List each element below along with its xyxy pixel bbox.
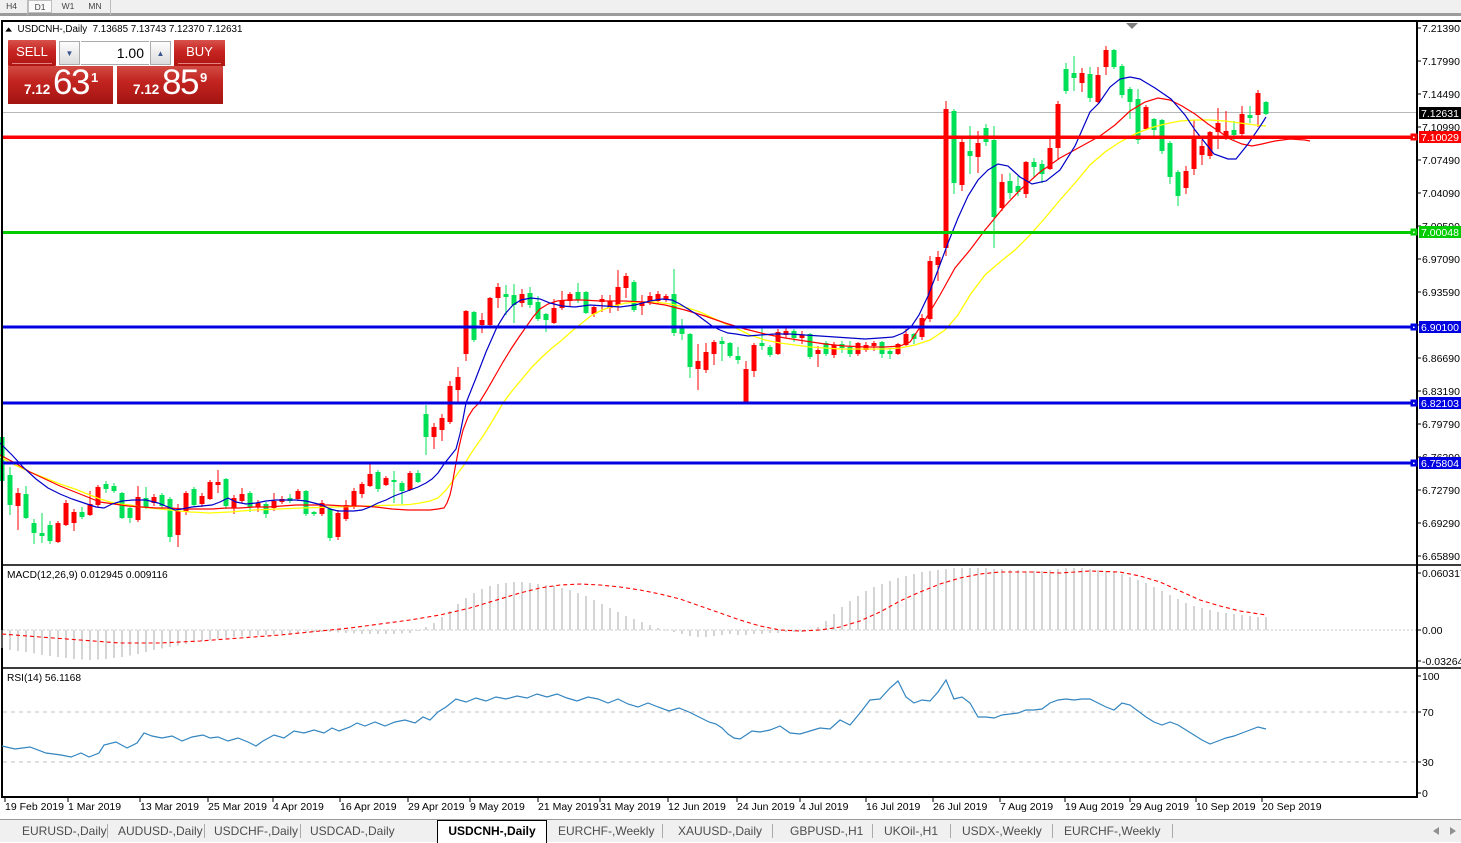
svg-text:4 Apr 2019: 4 Apr 2019 [273,801,324,813]
svg-text:6.97090: 6.97090 [1422,254,1460,266]
svg-text:7.07490: 7.07490 [1422,155,1460,167]
svg-text:7.14490: 7.14490 [1422,89,1460,101]
svg-text:19 Feb 2019: 19 Feb 2019 [5,801,64,813]
svg-text:12 Jun 2019: 12 Jun 2019 [668,801,726,813]
svg-text:1 Mar 2019: 1 Mar 2019 [68,801,121,813]
svg-text:0: 0 [1422,788,1428,800]
svg-text:6.69290: 6.69290 [1422,518,1460,530]
svg-text:6.86690: 6.86690 [1422,353,1460,365]
svg-text:30: 30 [1422,757,1434,769]
svg-text:6.79790: 6.79790 [1422,419,1460,431]
svg-text:16 Jul 2019: 16 Jul 2019 [866,801,920,813]
svg-text:31 May 2019: 31 May 2019 [600,801,661,813]
svg-text:6.83190: 6.83190 [1422,386,1460,398]
svg-text:0.060317: 0.060317 [1422,568,1461,580]
svg-text:10 Sep 2019: 10 Sep 2019 [1196,801,1256,813]
svg-text:7.04090: 7.04090 [1422,188,1460,200]
svg-text:100: 100 [1422,671,1440,683]
svg-text:6.75804: 6.75804 [1421,458,1459,470]
svg-text:7.17990: 7.17990 [1422,56,1460,68]
svg-text:7.00048: 7.00048 [1421,227,1459,239]
svg-text:29 Aug 2019: 29 Aug 2019 [1130,801,1189,813]
svg-text:9 May 2019: 9 May 2019 [470,801,525,813]
svg-text:13 Mar 2019: 13 Mar 2019 [140,801,199,813]
svg-text:6.65890: 6.65890 [1422,551,1460,563]
svg-text:20 Sep 2019: 20 Sep 2019 [1262,801,1322,813]
svg-text:26 Jul 2019: 26 Jul 2019 [933,801,987,813]
svg-text:7.12631: 7.12631 [1421,108,1459,120]
svg-text:USDCNH-,Daily 7.13685 7.13743: USDCNH-,Daily 7.13685 7.13743 7.12370 7.… [18,24,243,35]
svg-text:RSI(14) 56.1168: RSI(14) 56.1168 [7,673,81,684]
svg-text:21 May 2019: 21 May 2019 [538,801,599,813]
svg-text:4 Jul 2019: 4 Jul 2019 [800,801,849,813]
svg-text:6.93590: 6.93590 [1422,287,1460,299]
svg-text:29 Apr 2019: 29 Apr 2019 [408,801,465,813]
svg-text:6.72790: 6.72790 [1422,485,1460,497]
svg-text:19 Aug 2019: 19 Aug 2019 [1065,801,1124,813]
svg-text:7.21390: 7.21390 [1422,23,1460,35]
svg-text:7.10029: 7.10029 [1421,132,1459,144]
svg-text:6.82103: 6.82103 [1421,398,1459,410]
svg-text:7 Aug 2019: 7 Aug 2019 [1000,801,1053,813]
svg-text:16 Apr 2019: 16 Apr 2019 [340,801,397,813]
svg-text:-0.032648: -0.032648 [1422,656,1461,668]
svg-text:0.00: 0.00 [1422,625,1443,637]
svg-text:24 Jun 2019: 24 Jun 2019 [737,801,795,813]
svg-text:MACD(12,26,9) 0.012945 0.00911: MACD(12,26,9) 0.012945 0.009116 [7,570,168,581]
svg-text:70: 70 [1422,707,1434,719]
svg-text:6.90100: 6.90100 [1421,322,1459,334]
svg-text:25 Mar 2019: 25 Mar 2019 [208,801,267,813]
